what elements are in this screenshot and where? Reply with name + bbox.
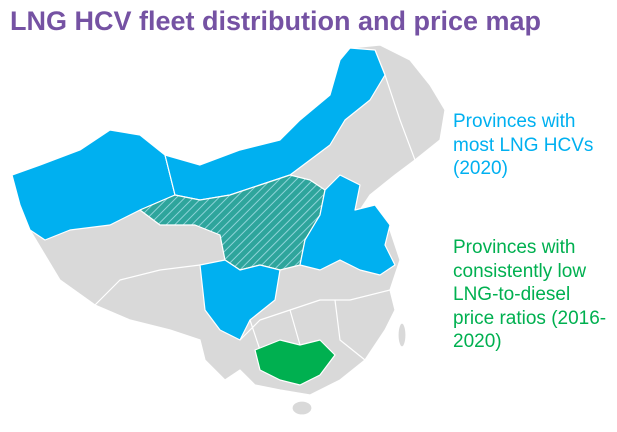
- region-blue: [299, 174, 396, 276]
- province-lines: [94, 49, 416, 361]
- region-blue: [199, 259, 281, 341]
- island: [397, 322, 407, 348]
- legend-item: Provinces with consistently low LNG-to-d…: [453, 237, 607, 352]
- map: [11, 44, 445, 416]
- island: [291, 400, 313, 416]
- title: LNG HCV fleet distribution and price map: [10, 6, 542, 36]
- region-green: [254, 339, 336, 386]
- legend-item: Provinces with most LNG HCVs (2020): [453, 111, 594, 179]
